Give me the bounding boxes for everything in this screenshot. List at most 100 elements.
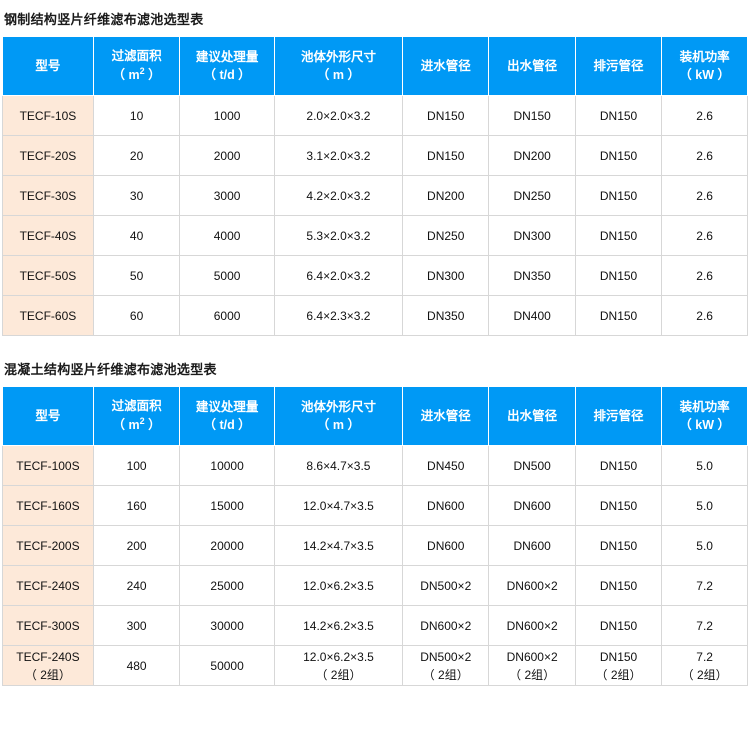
cell-subnote: （ 2组） bbox=[509, 667, 556, 682]
header-row: 型号 过滤面积 （ m2 ） 建议处理量 （ t/d ） 池体外形尺寸 （ m ） 进水管径 出… bbox=[2, 386, 748, 446]
cell-model: TECF-160S bbox=[2, 485, 94, 526]
table-row: TECF-40S 40 4000 5.3×2.0×3.2 DN250 DN300 DN150… bbox=[2, 215, 748, 256]
column-header: 建议处理量 （ t/d ） bbox=[179, 386, 275, 446]
table-row: TECF-100S 100 10000 8.6×4.7×3.5 DN450 DN500 DN… bbox=[2, 445, 748, 486]
column-header-line: （ t/d ） bbox=[203, 68, 251, 82]
cell-subnote: （ 2组） bbox=[24, 667, 71, 682]
table-body-concrete: TECF-100S 100 10000 8.6×4.7×3.5 DN450 DN500 DN… bbox=[2, 445, 748, 686]
table-cell: 4000 bbox=[179, 215, 275, 256]
table-cell: 5.0 bbox=[661, 445, 748, 486]
column-header: 过滤面积 （ m2 ） bbox=[92, 386, 181, 446]
table-cell: DN300 bbox=[402, 255, 490, 296]
column-header: 过滤面积 （ m2 ） bbox=[92, 36, 181, 96]
column-header: 型号 bbox=[2, 36, 94, 96]
table-cell: 14.2×4.7×3.5 bbox=[273, 525, 404, 566]
column-header: 装机功率 （ kW ） bbox=[661, 36, 748, 96]
column-header-line: 装机功率 bbox=[679, 49, 730, 64]
column-header-line: （ m2 ） bbox=[112, 416, 161, 433]
table-cell: 15000 bbox=[179, 485, 275, 526]
table-cell: 7.2 bbox=[661, 605, 748, 646]
table-cell: 5.3×2.0×3.2 bbox=[273, 215, 404, 256]
column-header-line: 出水管径 bbox=[507, 408, 558, 423]
table-cell: 100 bbox=[92, 445, 181, 486]
cell-value: TECF-240S bbox=[16, 649, 80, 664]
column-header-line: 型号 bbox=[35, 58, 61, 73]
cell-subnote: （ 2组） bbox=[595, 667, 642, 682]
column-header-line: 进水管径 bbox=[420, 58, 471, 73]
cell-model: TECF-200S bbox=[2, 525, 94, 566]
section-spacer bbox=[0, 336, 750, 350]
table-cell: 7.2 （ 2组） bbox=[661, 645, 748, 686]
table-cell: DN150 bbox=[574, 255, 663, 296]
column-header-line: 过滤面积 bbox=[111, 399, 162, 414]
table-cell: DN600 bbox=[488, 525, 576, 566]
table-cell: 30000 bbox=[179, 605, 275, 646]
table-cell: 5.0 bbox=[661, 525, 748, 566]
table-cell: 6.4×2.3×3.2 bbox=[273, 295, 404, 336]
column-header: 排污管径 bbox=[574, 36, 663, 96]
table-cell: 160 bbox=[92, 485, 181, 526]
table-cell: DN150 bbox=[574, 485, 663, 526]
cell-model: TECF-240S bbox=[2, 565, 94, 606]
table-cell: 2.6 bbox=[661, 215, 748, 256]
cell-subnote: （ 2组） bbox=[422, 667, 469, 682]
table-cell: 2000 bbox=[179, 135, 275, 176]
column-header: 出水管径 bbox=[488, 36, 576, 96]
column-header-line: （ m2 ） bbox=[112, 66, 161, 83]
table-cell: 7.2 bbox=[661, 565, 748, 606]
table-cell: DN150 bbox=[574, 295, 663, 336]
table-row: TECF-60S 60 6000 6.4×2.3×3.2 DN350 DN400 DN150… bbox=[2, 295, 748, 336]
column-header: 进水管径 bbox=[402, 386, 490, 446]
table-cell: DN600×2 bbox=[488, 605, 576, 646]
table-body-steel: TECF-10S 10 1000 2.0×2.0×3.2 DN150 DN150 DN150… bbox=[2, 95, 748, 336]
table-row: TECF-200S 200 20000 14.2×4.7×3.5 DN600 DN600 D… bbox=[2, 525, 748, 566]
cell-value: 12.0×6.2×3.5 bbox=[303, 649, 374, 664]
table-cell: DN600 bbox=[488, 485, 576, 526]
column-header-line: 建议处理量 bbox=[195, 49, 259, 64]
section-title-steel: 钢制结构竖片纤维滤布滤池选型表 bbox=[4, 12, 204, 27]
table-row: TECF-10S 10 1000 2.0×2.0×3.2 DN150 DN150 DN150… bbox=[2, 95, 748, 136]
column-header-line: （ m ） bbox=[316, 418, 360, 432]
column-header-line: 型号 bbox=[35, 408, 61, 423]
table-cell: DN500×2 bbox=[402, 565, 490, 606]
table-cell: DN600 bbox=[402, 485, 490, 526]
table-cell: 2.6 bbox=[661, 95, 748, 136]
column-header: 进水管径 bbox=[402, 36, 490, 96]
column-header: 装机功率 （ kW ） bbox=[661, 386, 748, 446]
section-concrete: 混凝土结构竖片纤维滤布滤池选型表 型号 过滤面积 （ m2 ） 建议处理量 （ t/d … bbox=[0, 350, 750, 686]
table-cell: DN150 bbox=[574, 565, 663, 606]
table-cell: 2.0×2.0×3.2 bbox=[273, 95, 404, 136]
table-cell: 12.0×6.2×3.5 bbox=[273, 565, 404, 606]
cell-subnote: （ 2组） bbox=[681, 667, 728, 682]
cell-value: DN150 bbox=[599, 649, 638, 664]
cell-value: 7.2 bbox=[696, 649, 713, 664]
table-cell: DN450 bbox=[402, 445, 490, 486]
table-cell: 3.1×2.0×3.2 bbox=[273, 135, 404, 176]
table-cell: 12.0×4.7×3.5 bbox=[273, 485, 404, 526]
table-cell: 10000 bbox=[179, 445, 275, 486]
spec-table-concrete: 型号 过滤面积 （ m2 ） 建议处理量 （ t/d ） 池体外形尺寸 （ m ） 进水管径 出… bbox=[2, 386, 748, 686]
table-cell: 2.6 bbox=[661, 255, 748, 296]
table-header-steel: 型号 过滤面积 （ m2 ） 建议处理量 （ t/d ） 池体外形尺寸 （ m ） 进水管径 出… bbox=[2, 36, 748, 96]
cell-model: TECF-60S bbox=[2, 295, 94, 336]
header-row: 型号 过滤面积 （ m2 ） 建议处理量 （ t/d ） 池体外形尺寸 （ m ） 进水管径 出… bbox=[2, 36, 748, 96]
column-header: 池体外形尺寸 （ m ） bbox=[273, 36, 404, 96]
table-cell: 3000 bbox=[179, 175, 275, 216]
column-header: 建议处理量 （ t/d ） bbox=[179, 36, 275, 96]
column-header: 排污管径 bbox=[574, 386, 663, 446]
column-header-line: （ m ） bbox=[316, 68, 360, 82]
table-row: TECF-30S 30 3000 4.2×2.0×3.2 DN200 DN250 DN150… bbox=[2, 175, 748, 216]
table-cell: 50 bbox=[92, 255, 181, 296]
table-cell: DN600 bbox=[402, 525, 490, 566]
table-cell: DN350 bbox=[402, 295, 490, 336]
table-cell: 5000 bbox=[179, 255, 275, 296]
table-cell: DN600×2 （ 2组） bbox=[488, 645, 576, 686]
table-cell: 50000 bbox=[179, 645, 275, 686]
column-header-line: 池体外形尺寸 bbox=[300, 49, 376, 64]
table-cell: DN400 bbox=[488, 295, 576, 336]
cell-model: TECF-10S bbox=[2, 95, 94, 136]
column-header-line: （ t/d ） bbox=[203, 418, 251, 432]
table-row: TECF-50S 50 5000 6.4×2.0×3.2 DN300 DN350 DN150… bbox=[2, 255, 748, 296]
table-cell: 30 bbox=[92, 175, 181, 216]
cell-model: TECF-30S bbox=[2, 175, 94, 216]
